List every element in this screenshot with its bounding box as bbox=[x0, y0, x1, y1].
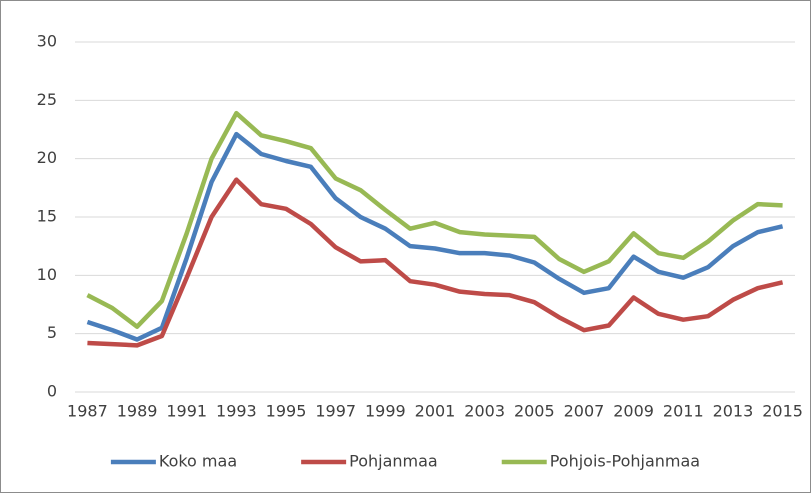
x-tick-label: 2011 bbox=[663, 402, 704, 421]
y-tick-label: 10 bbox=[37, 265, 57, 284]
y-tick-label: 0 bbox=[47, 382, 57, 401]
x-tick-label: 2005 bbox=[514, 402, 555, 421]
y-tick-label: 30 bbox=[37, 32, 57, 51]
x-tick-label: 2007 bbox=[564, 402, 605, 421]
y-tick-label: 5 bbox=[47, 323, 57, 342]
legend-label: Pohjanmaa bbox=[349, 452, 438, 471]
x-tick-label: 1999 bbox=[365, 402, 406, 421]
x-tick-label: 1993 bbox=[216, 402, 257, 421]
x-tick-label: 1995 bbox=[266, 402, 307, 421]
x-tick-label: 1991 bbox=[166, 402, 207, 421]
y-tick-label: 20 bbox=[37, 148, 57, 167]
y-tick-label: 15 bbox=[37, 207, 57, 226]
x-tick-label: 1997 bbox=[315, 402, 356, 421]
x-tick-label: 1989 bbox=[117, 402, 158, 421]
legend-label: Pohjois-Pohjanmaa bbox=[550, 452, 700, 471]
legend-label: Koko maa bbox=[159, 452, 237, 471]
x-tick-label: 2001 bbox=[415, 402, 456, 421]
series-line bbox=[87, 177, 784, 348]
series-line bbox=[86, 131, 784, 342]
x-tick-label: 2003 bbox=[464, 402, 505, 421]
x-tick-label: 1987 bbox=[67, 402, 108, 421]
y-tick-label: 25 bbox=[37, 90, 57, 109]
x-tick-label: 2013 bbox=[713, 402, 754, 421]
series-line bbox=[86, 110, 783, 329]
x-tick-label: 2015 bbox=[762, 402, 803, 421]
x-tick-label: 2009 bbox=[613, 402, 654, 421]
